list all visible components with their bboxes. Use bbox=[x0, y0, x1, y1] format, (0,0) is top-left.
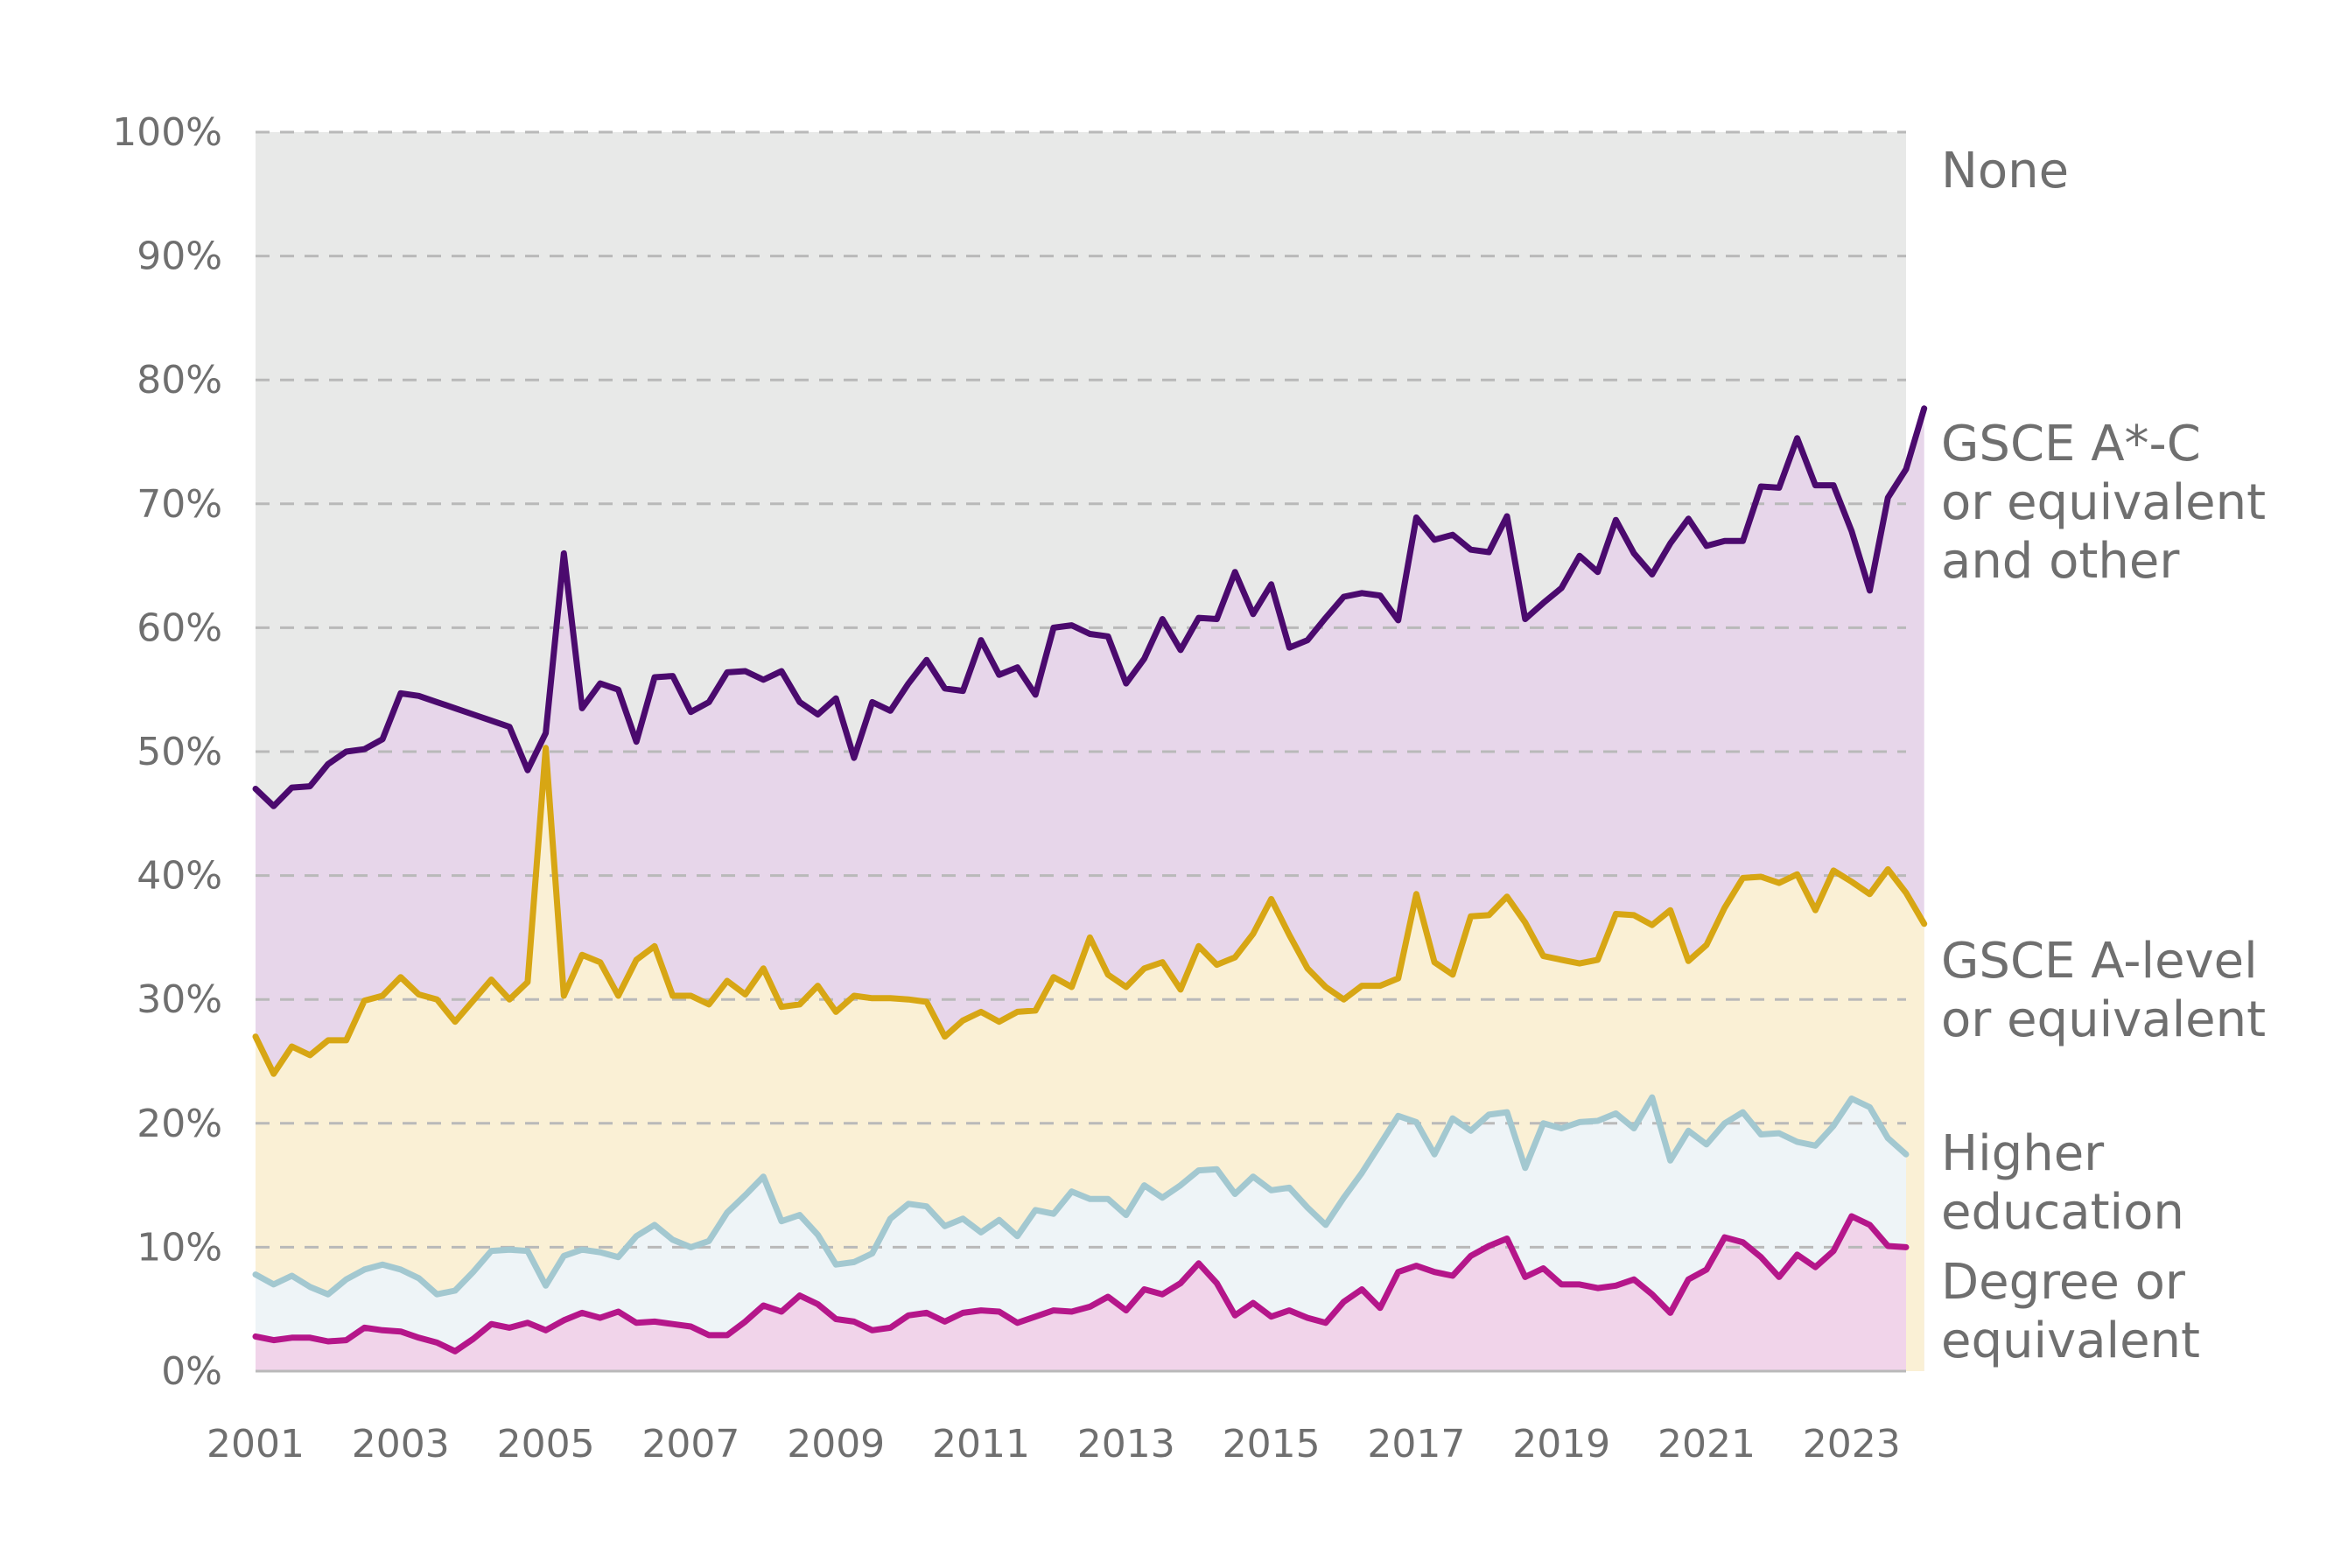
y-tick-label: 20% bbox=[137, 1102, 222, 1146]
x-tick-label: 2003 bbox=[352, 1422, 450, 1466]
label-gsce-ac-line3: and other bbox=[1941, 533, 2180, 590]
series-areas bbox=[256, 408, 1924, 1371]
label-gsce-ac-line1: GSCE A*-C bbox=[1941, 416, 2201, 472]
x-tick-label: 2013 bbox=[1077, 1422, 1175, 1466]
label-degree-line2: equivalent bbox=[1941, 1312, 2200, 1369]
line-higher-education bbox=[252, 1094, 1910, 1298]
label-degree-line1: Degree or bbox=[1941, 1254, 2186, 1311]
x-tick-label: 2007 bbox=[641, 1422, 739, 1466]
series-lines bbox=[252, 405, 1928, 1354]
y-axis-ticks: 0% 10% 20% 30% 40% 50% 60% 70% 80% 90% 100% bbox=[112, 110, 222, 1394]
line-gsce-a-c-or-equivalent-and-other bbox=[252, 405, 1928, 809]
label-none: None bbox=[1941, 143, 2069, 200]
label-gsce-ac-line2: or equivalent bbox=[1941, 474, 2266, 531]
series-labels: None GSCE A*-C or equivalent and other G… bbox=[1941, 143, 2266, 1369]
y-tick-label: 0% bbox=[161, 1349, 222, 1394]
x-tick-label: 2011 bbox=[932, 1422, 1030, 1466]
label-higher-ed-line1: Higher bbox=[1941, 1125, 2105, 1182]
x-tick-label: 2021 bbox=[1658, 1422, 1756, 1466]
y-tick-label: 60% bbox=[137, 606, 222, 650]
area-degree-or-equivalent bbox=[256, 1216, 1906, 1371]
gridlines bbox=[256, 130, 1906, 1373]
y-tick-label: 80% bbox=[137, 358, 222, 402]
label-alevel-line1: GSCE A-level bbox=[1941, 933, 2258, 990]
x-tick-label: 2023 bbox=[1803, 1422, 1901, 1466]
label-higher-ed-line2: education bbox=[1941, 1184, 2184, 1241]
y-tick-label: 40% bbox=[137, 854, 222, 899]
line-degree-or-equivalent bbox=[252, 1213, 1910, 1354]
y-tick-label: 70% bbox=[137, 482, 222, 527]
y-tick-label: 90% bbox=[137, 234, 222, 279]
label-alevel-line2: or equivalent bbox=[1941, 991, 2266, 1048]
x-tick-label: 2019 bbox=[1512, 1422, 1610, 1466]
x-tick-label: 2001 bbox=[207, 1422, 305, 1466]
y-tick-label: 50% bbox=[137, 730, 222, 774]
x-tick-label: 2017 bbox=[1367, 1422, 1465, 1466]
y-tick-label: 100% bbox=[112, 110, 222, 155]
x-tick-label: 2009 bbox=[787, 1422, 885, 1466]
x-tick-label: 2015 bbox=[1223, 1422, 1321, 1466]
x-tick-label: 2005 bbox=[497, 1422, 595, 1466]
x-axis-ticks: 2001 2003 2005 2007 2009 2011 2013 2015 2017 2019… bbox=[207, 1422, 1901, 1466]
y-tick-label: 10% bbox=[137, 1225, 222, 1270]
y-tick-label: 30% bbox=[137, 977, 222, 1022]
line-gsce-a-level-or-equivalent bbox=[252, 745, 1928, 1077]
